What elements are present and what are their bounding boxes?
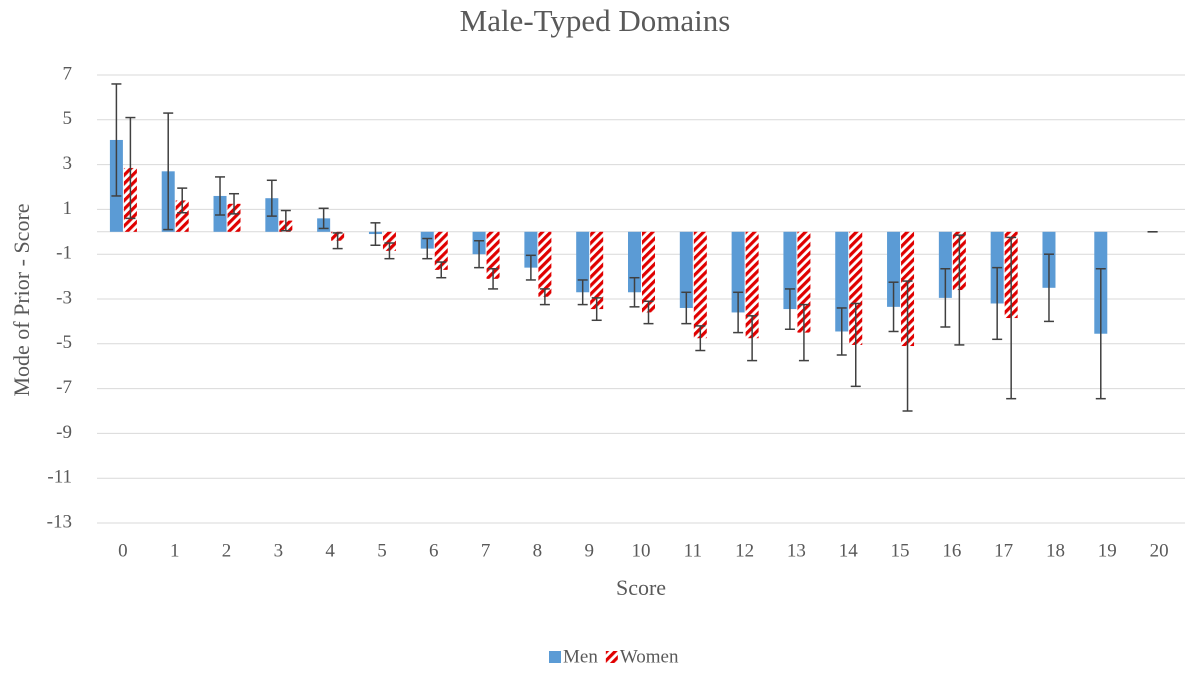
y-tick-label: -11 — [47, 467, 72, 488]
bar — [590, 231, 604, 310]
x-tick-label: 13 — [787, 540, 806, 561]
y-tick-label: 3 — [63, 153, 73, 174]
bar — [538, 231, 552, 297]
chart-title: Male-Typed Domains — [460, 3, 731, 38]
error-bar — [436, 261, 447, 279]
error-bar — [370, 222, 381, 246]
error-bar — [229, 192, 240, 215]
error-bar — [525, 254, 536, 281]
error-bar — [681, 291, 692, 325]
error-bar — [474, 240, 485, 269]
y-tick-label: -7 — [56, 377, 72, 398]
bar — [227, 203, 241, 232]
error-bar — [163, 112, 174, 231]
bar — [835, 231, 849, 332]
y-tick-label: 1 — [63, 198, 73, 219]
legend-label: Women — [620, 646, 679, 667]
x-tick-label: 4 — [325, 540, 335, 561]
x-tick-label: 7 — [481, 540, 491, 561]
error-bar — [384, 242, 395, 260]
error-bar — [125, 116, 136, 220]
error-bar — [318, 207, 329, 230]
bar — [849, 231, 863, 345]
x-tick-label: 14 — [839, 540, 859, 561]
x-tick-label: 2 — [222, 540, 232, 561]
x-tick-label: 1 — [170, 540, 180, 561]
bar — [693, 231, 707, 339]
error-bar — [888, 281, 899, 333]
x-tick-label: 20 — [1150, 540, 1169, 561]
error-bar — [422, 237, 433, 260]
error-bar — [629, 276, 640, 308]
bar — [797, 231, 811, 333]
x-tick-label: 6 — [429, 540, 439, 561]
x-tick-label: 11 — [684, 540, 702, 561]
bar — [745, 231, 759, 339]
error-bar — [539, 288, 550, 306]
error-bar — [215, 176, 226, 216]
error-bar — [332, 232, 343, 250]
y-tick-label: -3 — [56, 287, 72, 308]
y-tick-label: -9 — [56, 422, 72, 443]
error-bar — [954, 234, 965, 346]
x-axis-title: Score — [616, 575, 666, 600]
x-tick-label: 17 — [994, 540, 1013, 561]
error-bar — [836, 307, 847, 356]
error-bar — [747, 315, 758, 362]
error-bar — [1006, 236, 1017, 400]
x-tick-label: 8 — [533, 540, 543, 561]
legend-swatch — [549, 651, 561, 663]
bar — [175, 200, 189, 232]
error-bar — [940, 268, 951, 328]
error-bar — [111, 83, 122, 197]
error-bar — [1043, 253, 1054, 323]
x-tick-label: 18 — [1046, 540, 1065, 561]
x-tick-label: 9 — [584, 540, 594, 561]
error-bar — [798, 303, 809, 362]
bar — [938, 231, 952, 298]
x-tick-label: 10 — [632, 540, 651, 561]
error-bar — [266, 179, 277, 217]
y-tick-label: -13 — [47, 511, 72, 532]
error-bar — [733, 291, 744, 334]
bar — [434, 231, 448, 270]
error-bar — [992, 266, 1003, 341]
bar — [576, 231, 590, 293]
legend-swatch — [605, 651, 618, 663]
x-tick-label: 19 — [1098, 540, 1117, 561]
error-bar — [1095, 268, 1106, 400]
error-bar — [177, 187, 188, 214]
x-tick-label: 3 — [274, 540, 284, 561]
error-bar — [643, 300, 654, 325]
error-bar — [850, 302, 861, 388]
error-bar — [695, 325, 706, 352]
bar — [524, 231, 538, 268]
x-tick-label: 0 — [118, 540, 128, 561]
error-bar — [784, 288, 795, 330]
bar — [382, 231, 396, 251]
error-bar — [902, 280, 913, 412]
bar — [486, 231, 500, 279]
y-tick-label: 7 — [63, 63, 73, 84]
legend-label: Men — [563, 646, 598, 667]
error-bar — [280, 209, 291, 232]
y-tick-label: -1 — [56, 243, 72, 264]
x-tick-label: 5 — [377, 540, 387, 561]
error-bar — [577, 279, 588, 306]
error-bar — [591, 297, 602, 322]
y-tick-label: -5 — [56, 332, 72, 353]
error-bar — [488, 268, 499, 290]
x-tick-label: 12 — [735, 540, 754, 561]
bar — [679, 231, 693, 308]
bar — [783, 231, 797, 310]
y-tick-label: 5 — [63, 108, 73, 129]
y-axis-title: Mode of Prior - Score — [9, 203, 34, 396]
x-tick-label: 15 — [891, 540, 910, 561]
bar — [642, 231, 655, 313]
bar — [887, 231, 901, 307]
x-tick-label: 16 — [942, 540, 961, 561]
